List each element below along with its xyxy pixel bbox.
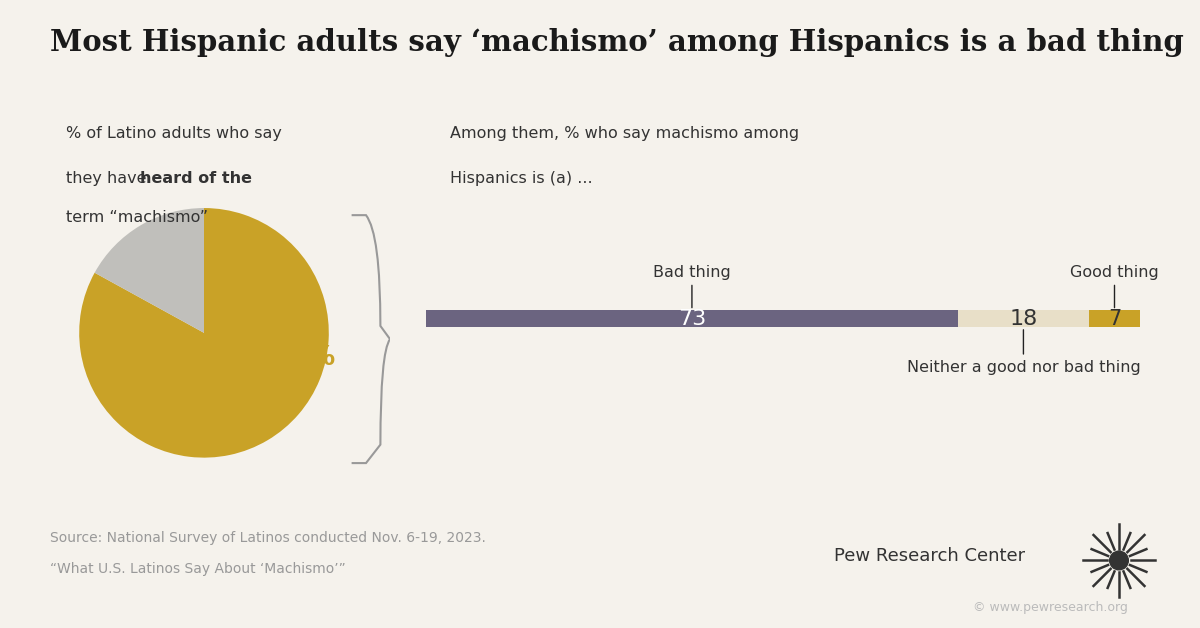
Text: “What U.S. Latinos Say About ‘Machismo’”: “What U.S. Latinos Say About ‘Machismo’” bbox=[50, 562, 346, 576]
Text: heard of the: heard of the bbox=[140, 171, 252, 186]
Text: 83%: 83% bbox=[272, 345, 336, 371]
Text: 18: 18 bbox=[1009, 309, 1038, 328]
Text: Good thing: Good thing bbox=[1070, 265, 1159, 308]
Wedge shape bbox=[79, 208, 329, 458]
Bar bbox=[958, 310, 1090, 327]
Text: % of Latino adults who say: % of Latino adults who say bbox=[66, 126, 282, 141]
Text: Hispanics is (a) ...: Hispanics is (a) ... bbox=[450, 171, 593, 186]
Text: Source: National Survey of Latinos conducted Nov. 6-19, 2023.: Source: National Survey of Latinos condu… bbox=[50, 531, 486, 544]
Text: Among them, % who say machismo among: Among them, % who say machismo among bbox=[450, 126, 799, 141]
Bar bbox=[1090, 310, 1140, 327]
Text: © www.pewresearch.org: © www.pewresearch.org bbox=[972, 601, 1128, 614]
Text: Bad thing: Bad thing bbox=[653, 265, 731, 308]
Circle shape bbox=[1110, 551, 1128, 570]
Text: they have: they have bbox=[66, 171, 151, 186]
Text: 7: 7 bbox=[1108, 309, 1121, 328]
Text: Neither a good nor bad thing: Neither a good nor bad thing bbox=[906, 330, 1140, 374]
Wedge shape bbox=[95, 208, 204, 333]
Text: term “machismo”: term “machismo” bbox=[66, 210, 208, 225]
Text: 73: 73 bbox=[678, 309, 706, 328]
Bar bbox=[426, 310, 958, 327]
Text: Pew Research Center: Pew Research Center bbox=[834, 547, 1025, 565]
Text: Most Hispanic adults say ‘machismo’ among Hispanics is a bad thing: Most Hispanic adults say ‘machismo’ amon… bbox=[50, 28, 1184, 57]
